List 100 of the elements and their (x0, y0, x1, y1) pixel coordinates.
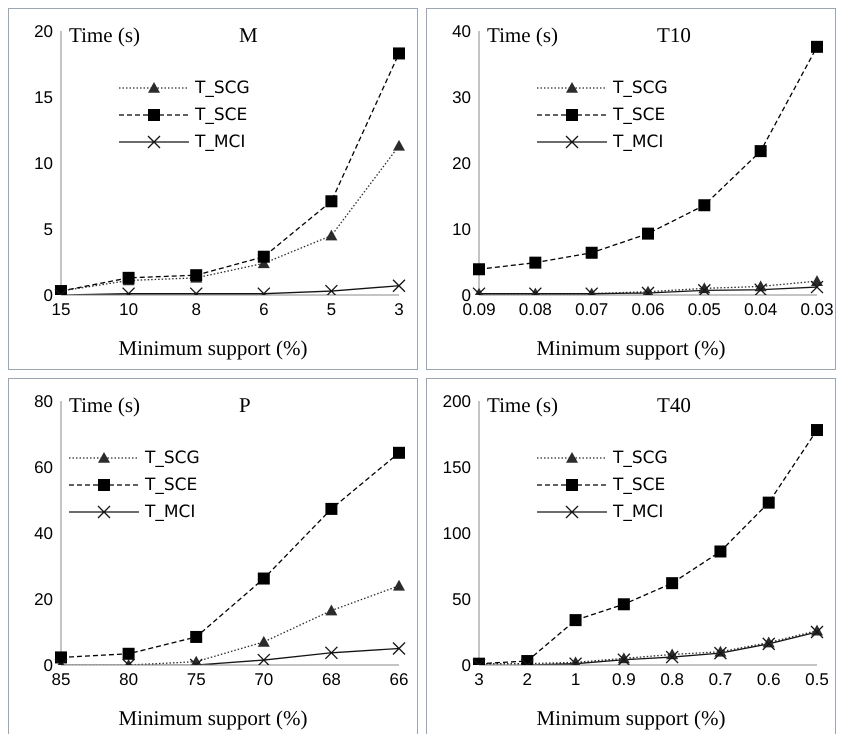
y-tick-label: 20 (452, 154, 471, 174)
y-axis-title: Time (s) (69, 393, 140, 418)
y-tick-label: 10 (34, 154, 53, 174)
y-tick-label: 100 (442, 524, 471, 544)
y-tick-label: 0 (462, 656, 471, 676)
legend-label: T_MCI (613, 132, 664, 152)
x-tick-label: 80 (119, 670, 138, 690)
point (666, 577, 678, 590)
x-tick-label: 85 (52, 670, 70, 690)
legend-label: T_MCI (195, 132, 246, 152)
x-tick-label: 68 (322, 670, 341, 690)
point (190, 630, 202, 643)
x-axis-title: Minimum support (%) (536, 706, 726, 731)
point (642, 228, 654, 240)
point (393, 47, 405, 60)
point (618, 598, 630, 610)
x-tick-label: 0.09 (462, 300, 496, 320)
point (762, 496, 775, 509)
y-tick-label: 60 (34, 458, 53, 478)
point (324, 646, 338, 660)
point (714, 545, 726, 558)
x-tick-label: 75 (186, 670, 206, 690)
legend-label: T_SCE (145, 474, 198, 494)
y-tick-label: 20 (34, 590, 53, 610)
x-axis-title: Minimum support (%) (536, 336, 726, 361)
point (325, 195, 338, 208)
x-tick-label: 0.04 (744, 300, 778, 320)
chart-title: M (239, 23, 258, 48)
point (393, 580, 405, 591)
legend-label: T_SCG (195, 78, 250, 98)
point (529, 256, 542, 269)
legend-label: T_SCE (613, 104, 666, 124)
x-tick-label: 10 (119, 300, 138, 320)
y-tick-label: 5 (44, 220, 53, 240)
x-tick-label: 0.06 (631, 300, 665, 320)
x-tick-label: 0.7 (708, 670, 732, 690)
y-tick-label: 0 (44, 656, 53, 676)
y-tick-label: 50 (452, 590, 471, 610)
y-tick-label: 15 (34, 88, 53, 108)
y-tick-label: 0 (44, 286, 53, 306)
point (811, 40, 823, 53)
y-tick-label: 80 (34, 392, 53, 412)
y-axis-title: Time (s) (487, 393, 558, 418)
point (122, 648, 135, 660)
x-tick-label: 3 (394, 300, 404, 320)
y-axis-title: Time (s) (487, 23, 558, 48)
chart-title: T10 (657, 23, 691, 48)
x-axis-title: Minimum support (%) (118, 706, 308, 731)
x-tick-label: 0.05 (688, 300, 721, 320)
legend-label: T_SCG (145, 448, 200, 468)
y-tick-label: 150 (442, 458, 471, 478)
legend-label: T_SCG (613, 78, 668, 98)
point (55, 651, 67, 664)
x-tick-label: 8 (191, 300, 201, 320)
point (325, 230, 338, 240)
legend-label: T_SCG (613, 448, 668, 468)
legend-label: T_MCI (613, 502, 664, 522)
y-tick-label: 30 (452, 88, 471, 108)
x-tick-label: 70 (254, 670, 274, 690)
legend-label: T_SCE (195, 104, 248, 124)
point (810, 280, 824, 294)
legend-label: T_SCE (613, 474, 666, 494)
point (473, 263, 485, 276)
x-tick-label: 0.08 (518, 300, 552, 320)
x-tick-label: 0.8 (660, 670, 684, 690)
y-tick-label: 40 (452, 22, 471, 42)
point (392, 642, 406, 656)
x-tick-label: 0.5 (805, 670, 829, 690)
chart-title: T40 (657, 393, 691, 418)
point (257, 653, 270, 665)
x-tick-label: 5 (326, 300, 336, 320)
point (393, 446, 405, 459)
point (754, 145, 767, 158)
point (190, 269, 202, 282)
point (714, 646, 728, 660)
point (392, 279, 406, 292)
point (570, 614, 582, 626)
x-tick-label: 2 (522, 670, 532, 690)
point (754, 283, 768, 295)
legend-label: T_MCI (145, 502, 196, 522)
point (325, 502, 338, 515)
x-tick-label: 6 (259, 300, 269, 320)
x-tick-label: 66 (390, 670, 408, 690)
x-tick-label: 0.07 (575, 300, 608, 320)
point (810, 625, 824, 639)
x-axis-title: Minimum support (%) (118, 336, 308, 361)
x-tick-label: 3 (474, 670, 484, 690)
y-tick-label: 20 (34, 22, 53, 42)
x-tick-label: 0.03 (800, 300, 834, 320)
x-tick-label: 0.9 (612, 670, 636, 690)
point (811, 424, 823, 436)
point (762, 637, 776, 651)
point (325, 604, 338, 616)
chart-title: P (239, 393, 251, 418)
y-tick-label: 40 (34, 524, 53, 544)
point (258, 636, 270, 647)
point (258, 572, 270, 585)
point (665, 650, 679, 664)
y-axis-title: Time (s) (69, 23, 140, 48)
x-tick-label: 1 (570, 670, 580, 690)
